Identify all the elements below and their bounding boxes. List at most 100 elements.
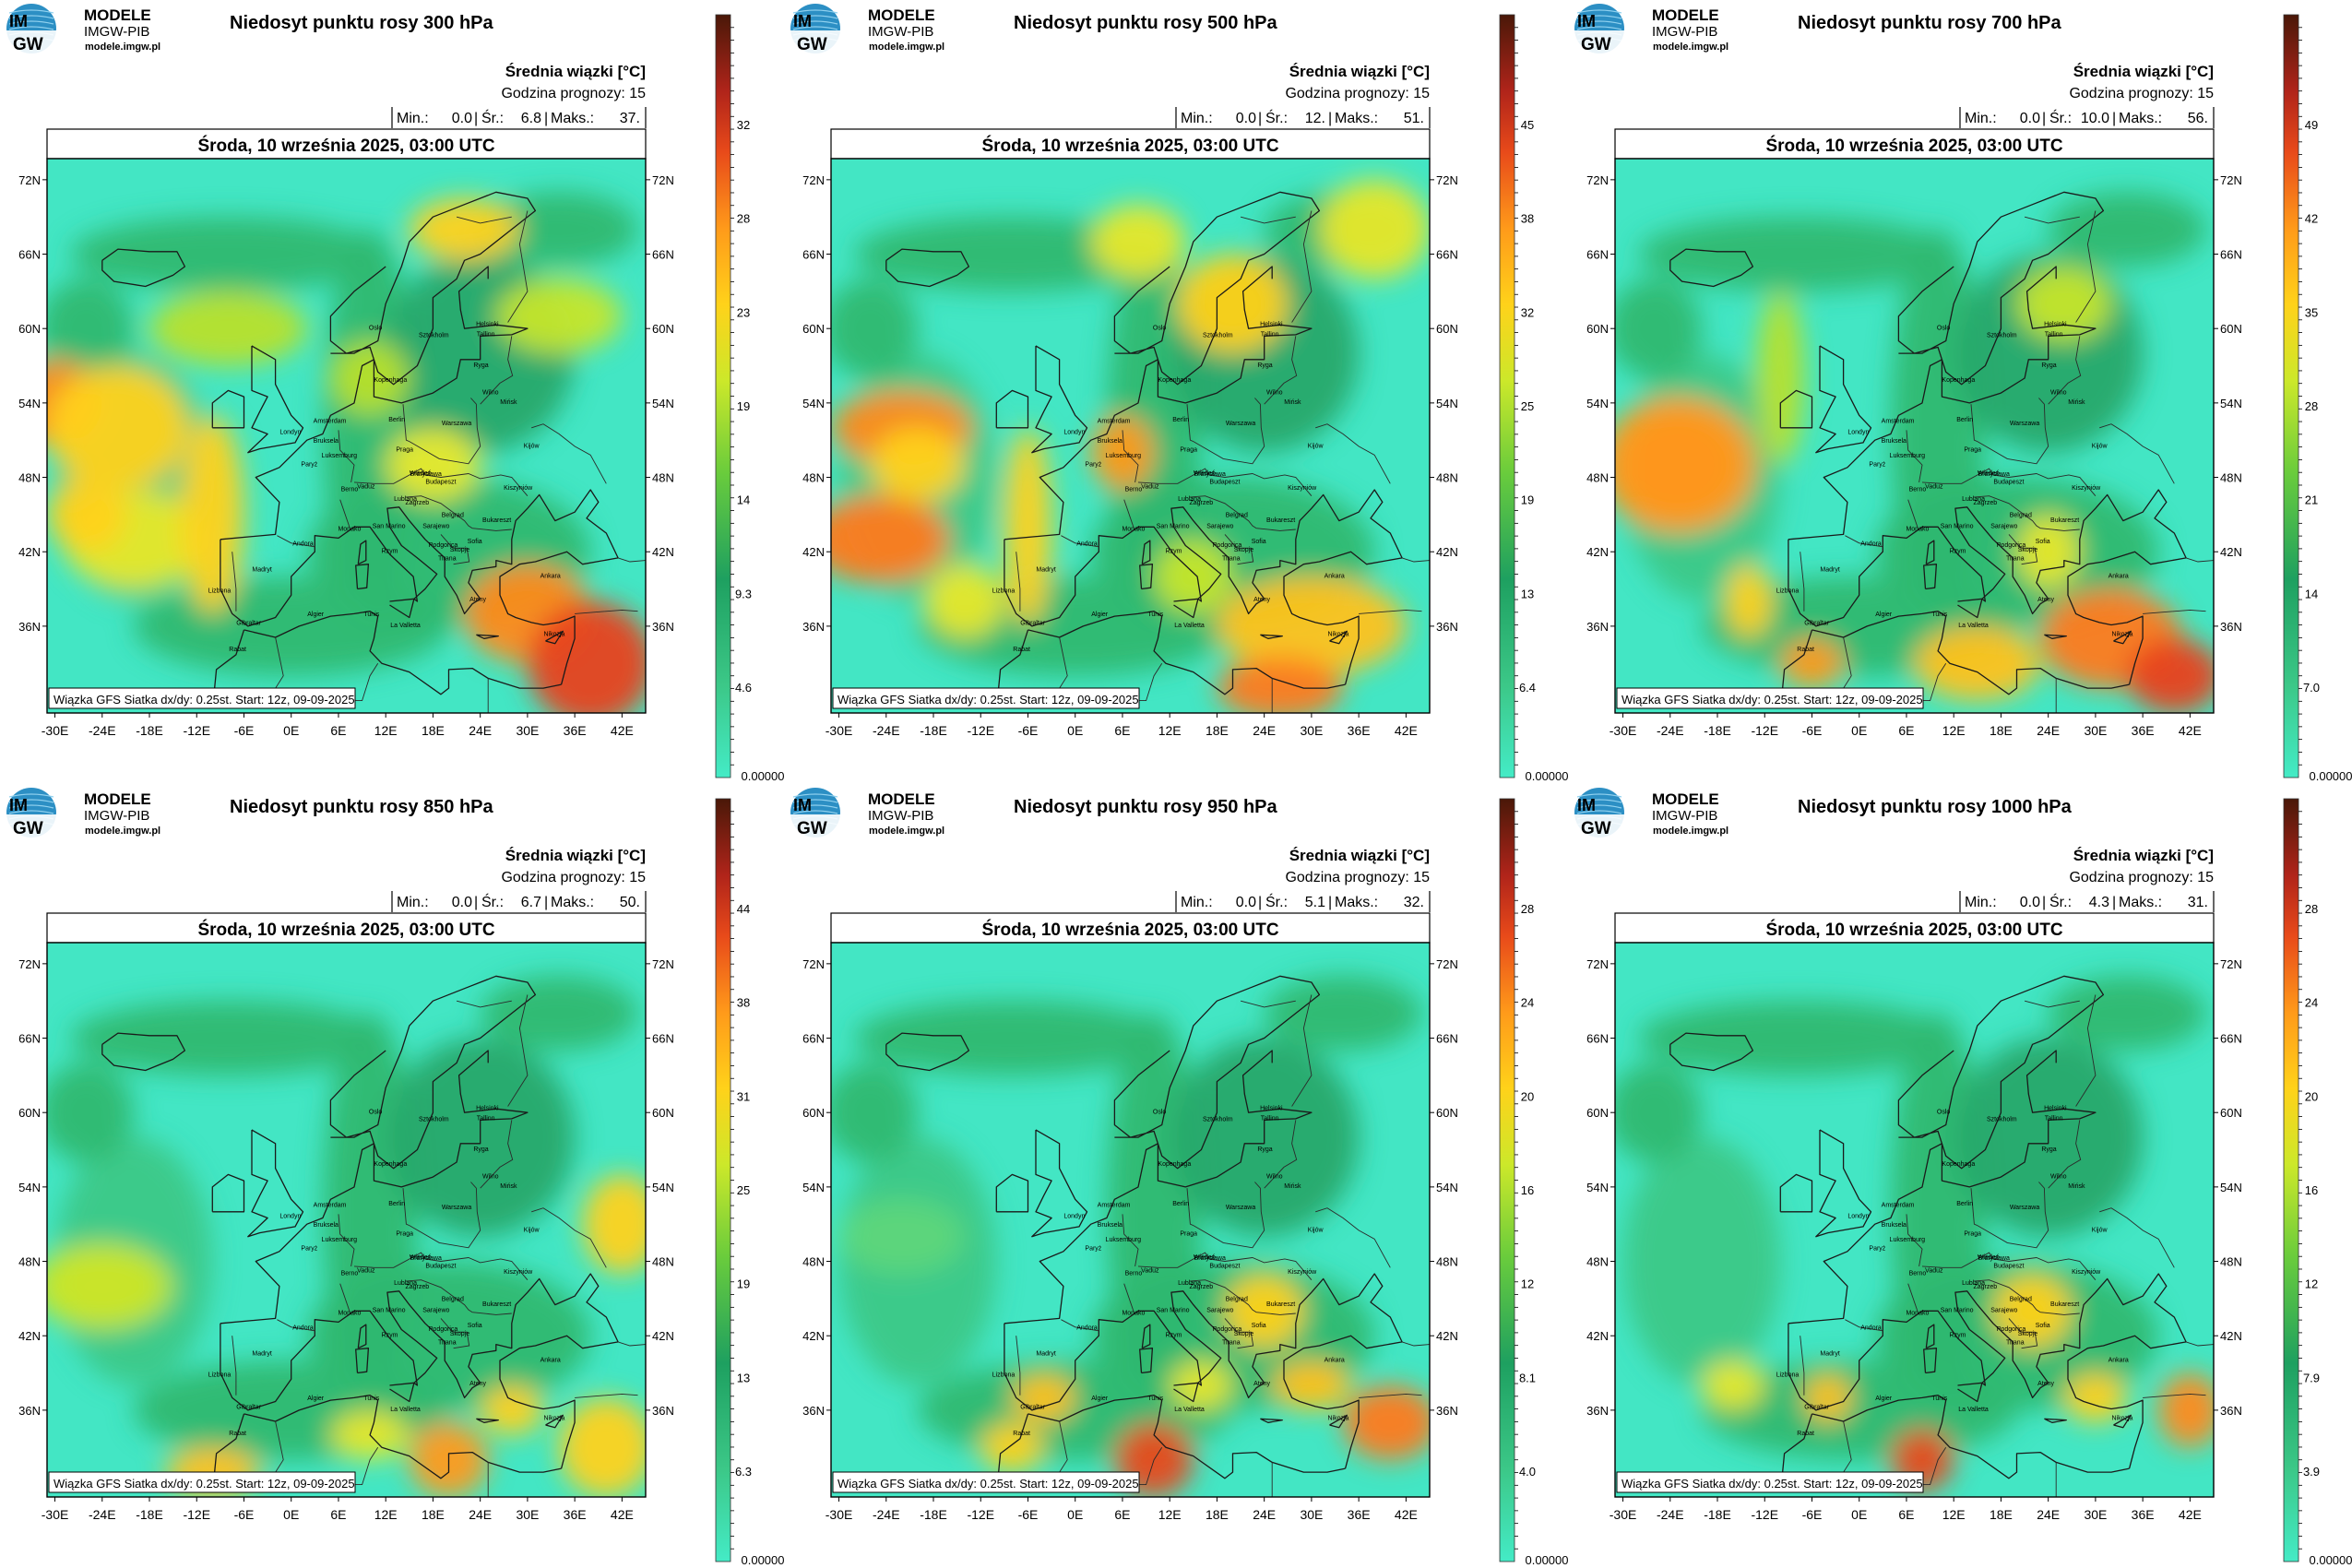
- lat-tick-label-right: 48N: [2220, 471, 2242, 485]
- footer-box: [48, 1471, 356, 1493]
- lon-tick-label: 6E: [1898, 723, 1914, 738]
- city-label: Praga: [396, 1230, 413, 1237]
- city-label: Madryt: [252, 567, 271, 574]
- brand-org: IMGW-PIB: [84, 808, 149, 824]
- lat-tick-label-right: 54N: [652, 1181, 674, 1194]
- colorbar-tick-label: 19: [1521, 493, 1534, 507]
- lon-tick-label: 0E: [283, 1507, 299, 1522]
- city-label: Wiedeń: [1978, 1254, 2000, 1261]
- date-bar: [1614, 128, 2215, 160]
- lon-tick-label: 42E: [611, 723, 634, 738]
- city-label: Londyn: [1063, 429, 1085, 435]
- lat-tick-label-right: 66N: [2220, 248, 2242, 262]
- lat-tick-label-right: 66N: [652, 1032, 674, 1046]
- city-label: Tallinn: [1261, 331, 1279, 338]
- city-label: San Marino: [1157, 524, 1190, 530]
- lon-tick-label: -30E: [826, 723, 853, 738]
- lon-tick-label: 18E: [1990, 723, 2013, 738]
- colorbar-tick-label: 20: [1521, 1089, 1534, 1103]
- city-label: Andora: [1860, 540, 1882, 547]
- colorbar-tick-label: 19: [737, 1277, 750, 1291]
- lon-tick-label: -30E: [42, 723, 69, 738]
- stat-mean: 6.7: [521, 895, 541, 910]
- city-label: Paryż: [301, 461, 317, 468]
- city-label: Kopenhaga: [1158, 377, 1191, 384]
- city-label: Berno: [341, 1270, 359, 1277]
- colorbar-tick-label: 28: [2305, 902, 2318, 916]
- city-label: Amsterdam: [1098, 1202, 1131, 1208]
- city-label: Madryt: [1820, 1351, 1839, 1358]
- date-label: Środa, 10 września 2025, 03:00 UTC: [1765, 136, 2062, 156]
- lon-tick-label: -6E: [1802, 1507, 1823, 1522]
- city-label: Bratysława: [1194, 1255, 1226, 1262]
- lon-tick-label: 6E: [1114, 1507, 1130, 1522]
- city-label: Kiszyniów: [504, 1269, 533, 1276]
- mean-label: Średnia wiązki [°C]: [505, 847, 646, 864]
- panel-title: Niedosyt punktu rosy 950 hPa: [1014, 797, 1278, 817]
- lon-tick-label: -18E: [920, 723, 947, 738]
- city-label: Sztokholm: [419, 1117, 449, 1123]
- city-label: Praga: [1964, 1230, 1981, 1237]
- lat-tick-label-right: 36N: [652, 1404, 674, 1418]
- map-frame: [830, 158, 1431, 714]
- city-label: Skopje: [450, 547, 470, 553]
- city-label: Kijów: [524, 443, 540, 449]
- colorbar-tick-label: 35: [2305, 305, 2318, 319]
- city-label: Andora: [1076, 1324, 1098, 1331]
- city-label: Oslo: [1153, 1110, 1167, 1116]
- city-label: Ryga: [1257, 362, 1272, 369]
- city-label: Budapeszt: [1993, 479, 2024, 485]
- city-label: Sarajewo: [422, 1308, 449, 1314]
- lon-tick-label: -18E: [136, 1507, 163, 1522]
- stats-label: Śr.:: [2049, 109, 2072, 126]
- lat-tick-label-left: 72N: [802, 957, 825, 971]
- mean-label: Średnia wiązki [°C]: [2073, 847, 2214, 864]
- city-label: Monako: [338, 1310, 361, 1316]
- lon-tick-label: 18E: [1206, 1507, 1229, 1522]
- lat-tick-label-left: 60N: [1586, 322, 1609, 336]
- city-label: Algier: [307, 612, 325, 618]
- city-label: Mińsk: [500, 1183, 517, 1190]
- city-label: Berlin: [1172, 417, 1189, 423]
- city-label: Wilno: [482, 1173, 499, 1180]
- city-label: Ryga: [2041, 1146, 2056, 1153]
- brand-name: MODELE: [1652, 790, 1719, 808]
- lon-tick-label: -12E: [1751, 723, 1778, 738]
- footer-label: Wiązka GFS Siatka dx/dy: 0.25st. Start: …: [1621, 693, 1923, 707]
- city-label: Tallinn: [477, 331, 495, 338]
- lat-tick-label-left: 66N: [18, 1032, 41, 1046]
- city-label: Rzym: [1950, 549, 1966, 555]
- brand-name: MODELE: [84, 6, 151, 24]
- city-label: Kopenhaga: [1942, 377, 1975, 384]
- stats-label: Maks.:: [2119, 111, 2162, 126]
- footer-box: [832, 687, 1140, 709]
- city-label: Podgorica: [1213, 542, 1242, 549]
- stat-min: 0.0: [452, 111, 472, 126]
- stats-label: |: [544, 111, 548, 126]
- stats-label: |: [1328, 895, 1332, 910]
- lon-tick-label: -6E: [1018, 1507, 1039, 1522]
- lat-tick-label-left: 42N: [18, 1329, 41, 1343]
- city-label: Warszawa: [1226, 1205, 1256, 1211]
- lat-tick-label-right: 60N: [652, 322, 674, 336]
- city-label: Monako: [338, 526, 361, 532]
- footer-box: [1616, 687, 1924, 709]
- city-label: Lizbona: [992, 588, 1016, 595]
- city-label: Bukareszt: [482, 1301, 511, 1308]
- colorbar-min-label: 0.00000: [1526, 1553, 1569, 1567]
- lat-tick-label-right: 48N: [1436, 1255, 1458, 1269]
- city-label: Tunis: [1931, 1396, 1947, 1402]
- city-label: Bruksela: [314, 1222, 339, 1229]
- colorbar-tick-label: 3.9: [2303, 1465, 2320, 1479]
- lat-tick-label-left: 60N: [18, 1106, 41, 1120]
- city-label: Luksemburg: [1106, 1237, 1142, 1243]
- city-label: Gibraltar: [236, 621, 262, 627]
- lat-tick-label-right: 66N: [652, 248, 674, 262]
- stats-row: Min.: 0.0 | Śr.: 5.1 | Maks.: 32.: [1175, 891, 1431, 912]
- lon-tick-label: -24E: [89, 1507, 116, 1522]
- colorbar-tick-label: 8.1: [1519, 1371, 1536, 1384]
